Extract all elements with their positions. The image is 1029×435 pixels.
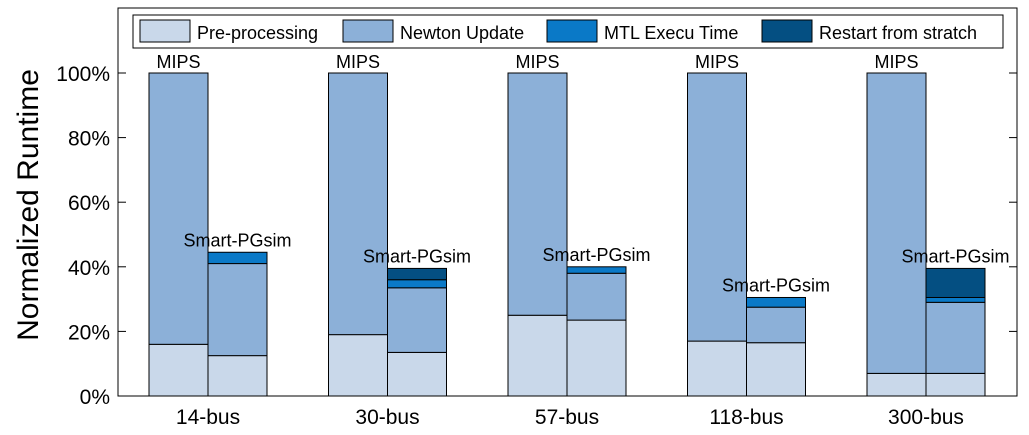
y-axis-ticks: 0% 20% 40% 60% 80% 100% bbox=[56, 63, 1017, 409]
legend-label-restart-from-stratch: Restart from stratch bbox=[819, 23, 977, 43]
bar-label-300-bus-mips: MIPS bbox=[874, 52, 918, 72]
bar-segment-57-bus-mips-pre-processing bbox=[507, 314, 568, 397]
legend-label-newton-update: Newton Update bbox=[400, 23, 524, 43]
bar-segment-14-bus-smart-pgsim-newton-update bbox=[207, 263, 268, 357]
bar-segment-300-bus-smart-pgsim-newton-update bbox=[925, 301, 986, 374]
bar-label-14-bus-mips: MIPS bbox=[156, 52, 200, 72]
x-axis-ticks: 14-bus 30-bus 57-bus 118-bus 300-bus bbox=[176, 388, 964, 429]
y-tick-label: 60% bbox=[68, 192, 110, 215]
bar-segment-14-bus-smart-pgsim-pre-processing bbox=[207, 355, 268, 397]
y-tick-label: 80% bbox=[68, 128, 110, 151]
bar-segment-57-bus-smart-pgsim-pre-processing bbox=[566, 319, 627, 397]
legend-label-pre-processing: Pre-processing bbox=[197, 23, 318, 43]
bar-label-57-bus-mips: MIPS bbox=[515, 52, 559, 72]
bar-segment-300-bus-mips-newton-update bbox=[866, 72, 927, 374]
bar-label-30-bus-smart-pgsim: Smart-PGsim bbox=[363, 246, 471, 266]
bar-segment-300-bus-smart-pgsim-restart-from-stratch bbox=[925, 267, 986, 298]
bar-segment-30-bus-smart-pgsim-newton-update bbox=[387, 287, 447, 353]
bar-segment-300-bus-smart-pgsim-mtl-execu-time bbox=[925, 296, 986, 303]
legend-label-mtl-execu-time: MTL Execu Time bbox=[604, 23, 738, 43]
x-tick-label-118-bus: 118-bus bbox=[709, 406, 783, 429]
bar-segment-14-bus-smart-pgsim-mtl-execu-time bbox=[207, 251, 268, 265]
x-tick-label-30-bus: 30-bus bbox=[355, 406, 419, 429]
bar-segment-14-bus-mips-newton-update bbox=[148, 72, 209, 345]
x-tick-label-14-bus: 14-bus bbox=[176, 406, 240, 429]
bar-segment-118-bus-mips-pre-processing bbox=[687, 340, 747, 397]
x-tick-label-57-bus: 57-bus bbox=[535, 406, 599, 429]
bar-label-30-bus-mips: MIPS bbox=[336, 52, 380, 72]
y-tick-label: 100% bbox=[56, 63, 110, 86]
bar-segment-14-bus-mips-pre-processing bbox=[148, 343, 209, 397]
bar-segment-57-bus-smart-pgsim-mtl-execu-time bbox=[566, 266, 627, 274]
bar-label-300-bus-smart-pgsim: Smart-PGsim bbox=[902, 246, 1010, 266]
bar-segment-30-bus-smart-pgsim-pre-processing bbox=[387, 351, 447, 397]
bar-segment-300-bus-smart-pgsim-pre-processing bbox=[925, 372, 986, 397]
legend-swatch-restart-from-stratch bbox=[761, 19, 813, 43]
y-tick-label: 20% bbox=[68, 321, 110, 344]
y-tick-label: 0% bbox=[80, 386, 110, 409]
bar-label-57-bus-smart-pgsim: Smart-PGsim bbox=[543, 245, 651, 265]
bar-segment-30-bus-smart-pgsim-restart-from-stratch bbox=[387, 267, 447, 281]
bar-label-14-bus-smart-pgsim: Smart-PGsim bbox=[184, 230, 292, 250]
bar-label-118-bus-mips: MIPS bbox=[695, 52, 739, 72]
bar-segment-118-bus-smart-pgsim-newton-update bbox=[746, 306, 806, 344]
legend-swatch-newton-update bbox=[342, 19, 394, 43]
bars-layer: MIPS Smart-PGsim MIPS Smart-PGsim MIPS Smart-… bbox=[148, 52, 1010, 397]
x-tick-label-300-bus: 300-bus bbox=[888, 406, 964, 429]
y-axis-label: Normalized Runtime bbox=[12, 69, 45, 341]
bar-segment-57-bus-mips-newton-update bbox=[507, 72, 568, 316]
bar-segment-118-bus-mips-newton-update bbox=[687, 72, 747, 342]
bar-segment-57-bus-smart-pgsim-newton-update bbox=[566, 272, 627, 321]
bar-segment-118-bus-smart-pgsim-mtl-execu-time bbox=[746, 296, 806, 308]
legend-swatch-pre-processing bbox=[139, 19, 191, 43]
bar-label-118-bus-smart-pgsim: Smart-PGsim bbox=[722, 275, 830, 295]
legend: Pre-processing Newton Update MTL Execu Tim… bbox=[132, 14, 1004, 49]
y-tick-label: 40% bbox=[68, 257, 110, 280]
bar-segment-30-bus-mips-pre-processing bbox=[328, 334, 388, 397]
bar-segment-30-bus-mips-newton-update bbox=[328, 72, 388, 336]
bar-segment-30-bus-smart-pgsim-mtl-execu-time bbox=[387, 279, 447, 289]
legend-swatch-mtl-execu-time bbox=[546, 19, 598, 43]
bar-segment-300-bus-mips-pre-processing bbox=[866, 372, 927, 397]
bar-segment-118-bus-smart-pgsim-pre-processing bbox=[746, 342, 806, 397]
